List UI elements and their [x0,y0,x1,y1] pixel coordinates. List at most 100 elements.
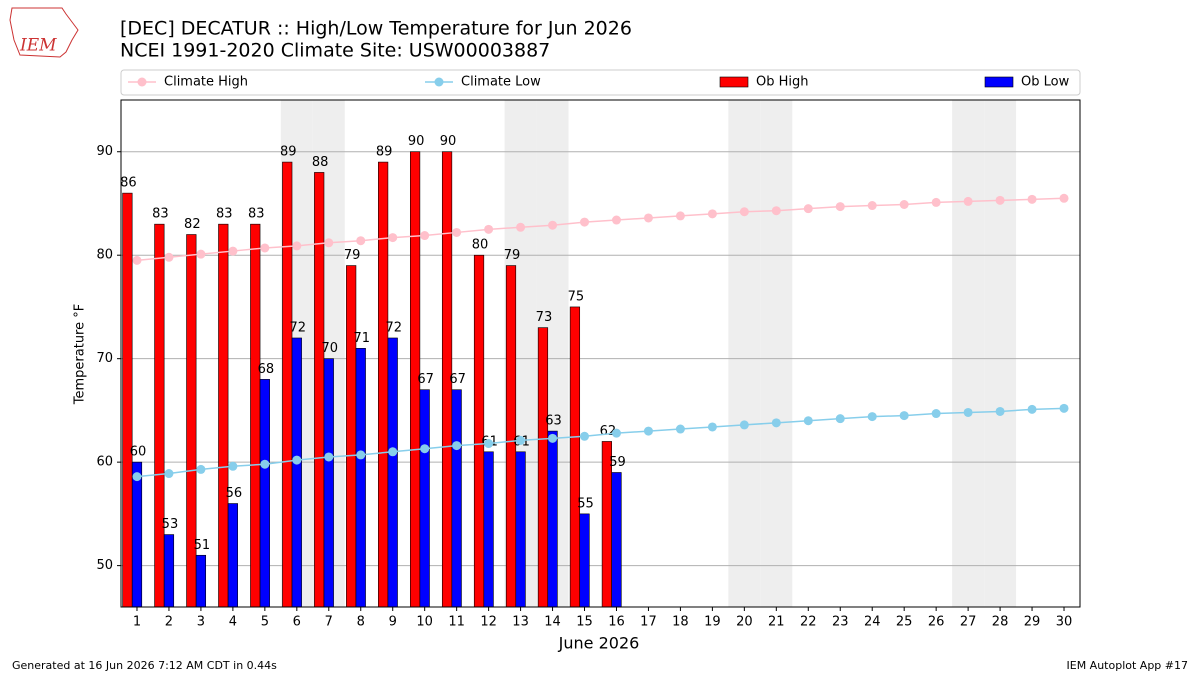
line-marker [388,233,398,243]
x-tick-label: 9 [389,615,397,630]
bar-value-label: 79 [504,248,521,263]
line-marker [516,222,526,232]
bar [227,503,238,608]
y-tick-label: 80 [96,248,113,263]
line-marker [931,409,941,419]
bar-value-label: 67 [417,372,434,387]
x-tick-label: 19 [704,615,721,630]
legend-marker [434,77,444,87]
weekend-shade [984,100,1017,607]
y-tick-label: 60 [96,455,113,470]
bar [387,337,398,608]
bar [154,223,165,608]
bar [579,513,590,608]
logo: IEM [9,7,79,58]
bar-value-label: 70 [322,341,339,356]
x-axis-label: June 2026 [558,634,640,653]
x-tick-label: 30 [1056,615,1073,630]
x-tick-label: 3 [197,615,205,630]
line-marker [675,424,685,434]
line-marker [356,450,366,460]
bar-value-label: 90 [440,134,457,149]
line-marker [707,209,717,219]
bar-value-label: 72 [385,320,402,335]
line-marker [292,241,302,251]
bar [163,534,175,608]
bar-value-label: 86 [120,176,137,191]
line-marker [548,220,558,230]
bar [483,451,494,608]
bar [259,379,270,608]
bar-value-label: 71 [353,331,370,346]
line-marker [164,469,174,479]
line-marker [196,464,206,474]
line-marker [452,441,462,451]
line-marker [324,238,334,248]
bar-value-label: 63 [545,414,562,429]
line-marker [292,455,302,465]
line-marker [484,439,494,449]
bar [547,430,558,608]
x-tick-label: 23 [832,615,849,630]
legend-label: Ob High [756,75,809,90]
x-tick-label: 1 [133,615,141,630]
x-tick-label: 4 [229,615,237,630]
line-marker [739,207,749,217]
x-tick-label: 17 [640,615,657,630]
footer-left: Generated at 16 Jun 2026 7:12 AM CDT in … [12,659,277,672]
bar-value-label: 83 [152,207,169,222]
bar [195,554,207,608]
line-marker [995,195,1005,205]
line [136,407,1065,478]
x-tick-label: 29 [1024,615,1041,630]
bar-value-label: 89 [280,145,297,160]
bar-value-label: 79 [344,248,361,263]
y-tick-label: 70 [96,351,113,366]
bar-value-label: 83 [248,207,265,222]
line-marker [611,215,621,225]
line-marker [643,426,653,436]
weekend-shade [728,100,761,607]
x-tick-label: 27 [960,615,977,630]
bar [537,327,549,608]
line-marker [580,431,590,441]
line-marker [1059,403,1069,413]
bar-value-label: 68 [258,362,275,377]
line-marker [452,227,462,237]
line-marker [739,420,749,430]
line-marker [899,200,909,210]
x-tick-label: 24 [864,615,881,630]
bar [378,161,389,608]
legend-swatch [984,76,1014,88]
line-marker [196,249,206,259]
line-marker [516,435,526,445]
x-tick-label: 11 [448,615,465,630]
bar-value-label: 82 [184,217,201,232]
line-marker [132,255,142,265]
bar-value-label: 62 [600,424,617,439]
bar-value-label: 90 [408,134,425,149]
x-tick-label: 7 [325,615,333,630]
line-marker [260,459,270,469]
line-marker [899,411,909,421]
bar [419,389,430,608]
legend-marker [137,77,147,87]
line-marker [803,204,813,214]
bar-value-label: 80 [472,238,489,253]
bar [611,472,622,608]
line-marker [580,217,590,227]
line-marker [867,201,877,211]
line-marker [931,197,941,207]
line-marker [388,447,398,457]
legend-label: Ob Low [1021,75,1070,90]
legend-swatch [719,76,749,88]
x-tick-label: 10 [416,615,433,630]
line-marker [1027,404,1037,414]
footer-right: IEM Autoplot App #17 [1067,659,1189,672]
x-tick-label: 16 [608,615,625,630]
legend-box [120,69,1081,96]
line-marker [771,206,781,216]
bar-value-label: 75 [568,289,585,304]
x-tick-label: 14 [544,615,561,630]
